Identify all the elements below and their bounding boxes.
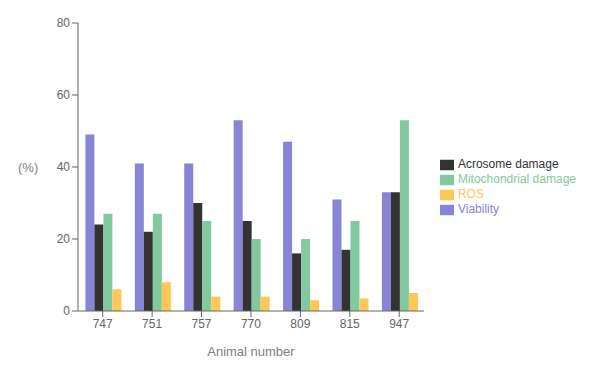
svg-text:809: 809 <box>290 317 310 331</box>
html-text:Mitochondrial damage: Mitochondrial damage <box>457 172 576 187</box>
svg-text:80: 80 <box>57 16 71 30</box>
html-text:Acrosome damage: Acrosome damage <box>457 157 559 172</box>
svg-text:Animal number: Animal number <box>207 344 295 359</box>
svg-text:40: 40 <box>57 160 71 174</box>
svg-text:0: 0 <box>63 304 70 318</box>
svg-text:815: 815 <box>340 317 360 331</box>
svg-text:(%): (%) <box>18 160 38 175</box>
svg-text:20: 20 <box>57 232 71 246</box>
svg-text:947: 947 <box>389 317 409 331</box>
html-text:ROS: ROS <box>457 187 484 201</box>
html-text:Viability: Viability <box>457 201 500 216</box>
svg-text:60: 60 <box>57 88 71 102</box>
svg-text:747: 747 <box>93 317 113 331</box>
svg-text:770: 770 <box>241 317 261 331</box>
svg-text:757: 757 <box>192 317 212 331</box>
svg-text:751: 751 <box>142 317 162 331</box>
